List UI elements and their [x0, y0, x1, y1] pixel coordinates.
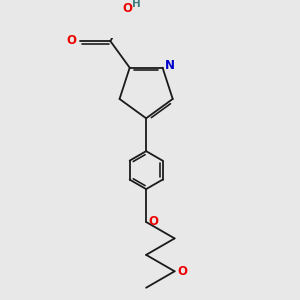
Text: N: N	[164, 59, 175, 72]
Text: O: O	[177, 265, 187, 278]
Text: O: O	[149, 215, 159, 229]
Text: H: H	[132, 0, 141, 9]
Text: O: O	[122, 2, 132, 15]
Text: O: O	[67, 34, 76, 47]
